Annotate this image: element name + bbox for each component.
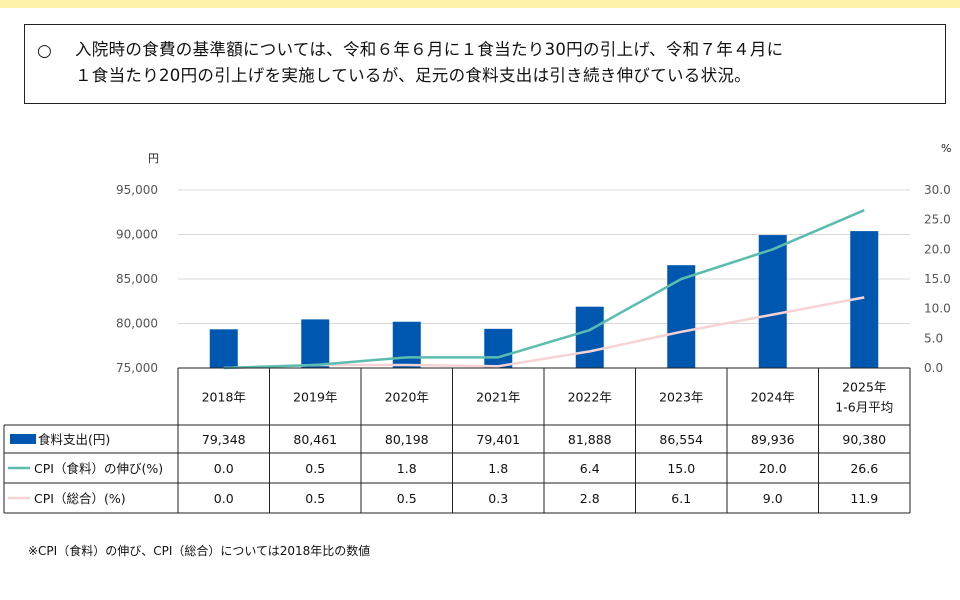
category-label: 2025年: [842, 380, 886, 395]
data-cell-value: 0.0: [214, 491, 234, 506]
left-axis-tick-label: 80,000: [116, 317, 158, 331]
left-axis-tick-label: 95,000: [116, 183, 158, 197]
data-cell-value: 90,380: [842, 432, 886, 447]
data-cell-value: 6.4: [580, 461, 600, 476]
category-label: 2021年: [476, 390, 520, 405]
left-axis-tick-label: 90,000: [116, 228, 158, 242]
food-expense-bar: [667, 265, 696, 368]
summary-line-2: １食当たり20円の引上げを実施しているが、足元の食料支出は引き続き伸びている状況…: [75, 66, 751, 85]
food-expense-bar: [575, 306, 604, 368]
category-label: 1-6月平均: [835, 400, 893, 415]
data-cell-value: 1.8: [488, 461, 508, 476]
food-expense-bar: [392, 321, 421, 368]
category-label: 2018年: [202, 390, 246, 405]
category-label: 2020年: [385, 390, 429, 405]
food-expense-bar: [484, 328, 513, 368]
category-label: 2023年: [659, 390, 703, 405]
note-bullet: ○: [37, 41, 52, 61]
data-cell-value: 11.9: [850, 491, 878, 506]
right-axis-tick-label: 15.0: [924, 272, 951, 286]
legend-swatch-food-expense: [10, 434, 36, 444]
data-cell-value: 2.8: [580, 491, 600, 506]
category-label: 2019年: [293, 390, 337, 405]
right-axis-tick-label: 5.0: [924, 331, 943, 345]
legend-label-food-expense: 食料支出(円): [38, 432, 110, 447]
data-cell-value: 0.5: [305, 461, 325, 476]
top-accent-bar: [0, 0, 960, 8]
right-axis-tick-label: 25.0: [924, 213, 951, 227]
data-cell-value: 20.0: [759, 461, 787, 476]
legend-label-cpi-total: CPI（総合）(%): [34, 491, 126, 506]
data-cell-value: 79,401: [476, 432, 520, 447]
data-cell-value: 6.1: [671, 491, 691, 506]
data-cell-value: 79,348: [202, 432, 246, 447]
summary-note-box: ○ 入院時の食費の基準額については、令和６年６月に１食当たり30円の引上げ、令和…: [24, 24, 946, 104]
summary-line-1: 入院時の食費の基準額については、令和６年６月に１食当たり30円の引上げ、令和７年…: [75, 40, 784, 59]
data-cell-value: 1.8: [397, 461, 417, 476]
cpi-food-line: [223, 209, 865, 370]
data-cell-value: 26.6: [850, 461, 878, 476]
footnote: ※CPI（食料）の伸び、CPI（総合）については2018年比の数値: [28, 544, 371, 558]
left-axis-unit: 円: [148, 152, 159, 165]
right-axis-unit: %: [941, 142, 951, 155]
food-expense-bar: [209, 329, 238, 368]
food-expense-bar: [301, 319, 330, 368]
data-cell-value: 80,461: [293, 432, 337, 447]
data-cell-value: 9.0: [763, 491, 783, 506]
data-cell-value: 15.0: [667, 461, 695, 476]
right-axis-tick-label: 10.0: [924, 302, 951, 316]
category-label: 2022年: [568, 390, 612, 405]
food-expense-bar: [758, 235, 787, 368]
data-cell-value: 81,888: [568, 432, 612, 447]
cpi-total-line: [223, 296, 865, 370]
category-label: 2024年: [751, 390, 795, 405]
data-cell-value: 89,936: [751, 432, 795, 447]
left-axis-tick-label: 75,000: [116, 361, 158, 375]
data-cell-value: 0.0: [214, 461, 234, 476]
data-cell-value: 0.3: [488, 491, 508, 506]
right-axis-tick-label: 30.0: [924, 183, 951, 197]
data-cell-value: 80,198: [385, 432, 429, 447]
summary-note-text: 入院時の食費の基準額については、令和６年６月に１食当たり30円の引上げ、令和７年…: [75, 37, 935, 89]
left-axis-tick-label: 85,000: [116, 272, 158, 286]
legend-label-cpi-food: CPI（食料）の伸び(%): [34, 461, 163, 476]
data-cell-value: 0.5: [397, 491, 417, 506]
data-cell-value: 0.5: [305, 491, 325, 506]
right-axis-tick-label: 0.0: [924, 361, 943, 375]
combo-chart: 75,000 80,000 85,000 90,000 95,000 0.0 5.0 10.0…: [3, 142, 951, 514]
right-axis-tick-label: 20.0: [924, 242, 951, 256]
data-cell-value: 86,554: [659, 432, 703, 447]
